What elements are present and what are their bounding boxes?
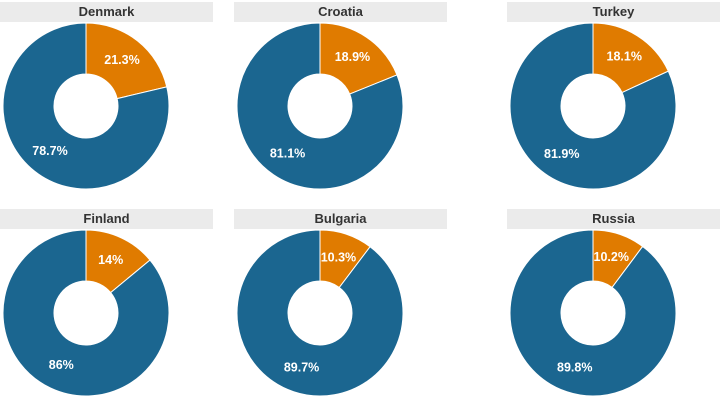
donut-panel-bulgaria: 10.3% 89.7% Bulgaria [234, 207, 447, 407]
slice-label-croatia-0: 18.9% [335, 50, 370, 64]
donut-chart-finland: 14% 86% [2, 229, 170, 397]
donut-panel-denmark: 21.3% 78.7% Denmark [0, 0, 213, 200]
donut-slice-croatia-1 [236, 22, 404, 190]
chart-title-russia: Russia [507, 209, 720, 229]
chart-title-finland: Finland [0, 209, 213, 229]
slice-label-turkey-0: 18.1% [607, 49, 642, 63]
slice-label-bulgaria-1: 89.7% [284, 360, 319, 374]
donut-slice-bulgaria-1 [236, 229, 404, 397]
slice-label-russia-1: 89.8% [557, 360, 592, 374]
slice-label-denmark-0: 21.3% [104, 53, 139, 67]
chart-title-denmark: Denmark [0, 2, 213, 22]
slice-label-denmark-1: 78.7% [32, 144, 67, 158]
donut-panel-turkey: 18.1% 81.9% Turkey [507, 0, 720, 200]
chart-title-croatia: Croatia [234, 2, 447, 22]
slice-label-turkey-1: 81.9% [544, 147, 579, 161]
slice-label-finland-0: 14% [98, 253, 123, 267]
slice-label-finland-1: 86% [49, 358, 74, 372]
donut-slice-denmark-0 [85, 22, 168, 100]
donut-panel-russia: 10.2% 89.8% Russia [507, 207, 720, 407]
donut-panel-finland: 14% 86% Finland [0, 207, 213, 407]
donut-slice-russia-1 [509, 229, 677, 397]
chart-title-bulgaria: Bulgaria [234, 209, 447, 229]
donut-panel-croatia: 18.9% 81.1% Croatia [234, 0, 447, 200]
donut-chart-russia: 10.2% 89.8% [509, 229, 677, 397]
donut-chart-croatia: 18.9% 81.1% [236, 22, 404, 190]
donut-chart-bulgaria: 10.3% 89.7% [236, 229, 404, 397]
donut-slice-finland-1 [2, 229, 170, 397]
donut-chart-denmark: 21.3% 78.7% [2, 22, 170, 190]
slice-label-russia-0: 10.2% [594, 250, 629, 264]
donut-slice-denmark-1 [2, 22, 170, 190]
donut-chart-turkey: 18.1% 81.9% [509, 22, 677, 190]
donut-slice-turkey-1 [509, 22, 677, 190]
slice-label-bulgaria-0: 10.3% [321, 250, 356, 264]
slice-label-croatia-1: 81.1% [270, 146, 305, 160]
chart-title-turkey: Turkey [507, 2, 720, 22]
donut-slice-turkey-0 [592, 22, 669, 94]
